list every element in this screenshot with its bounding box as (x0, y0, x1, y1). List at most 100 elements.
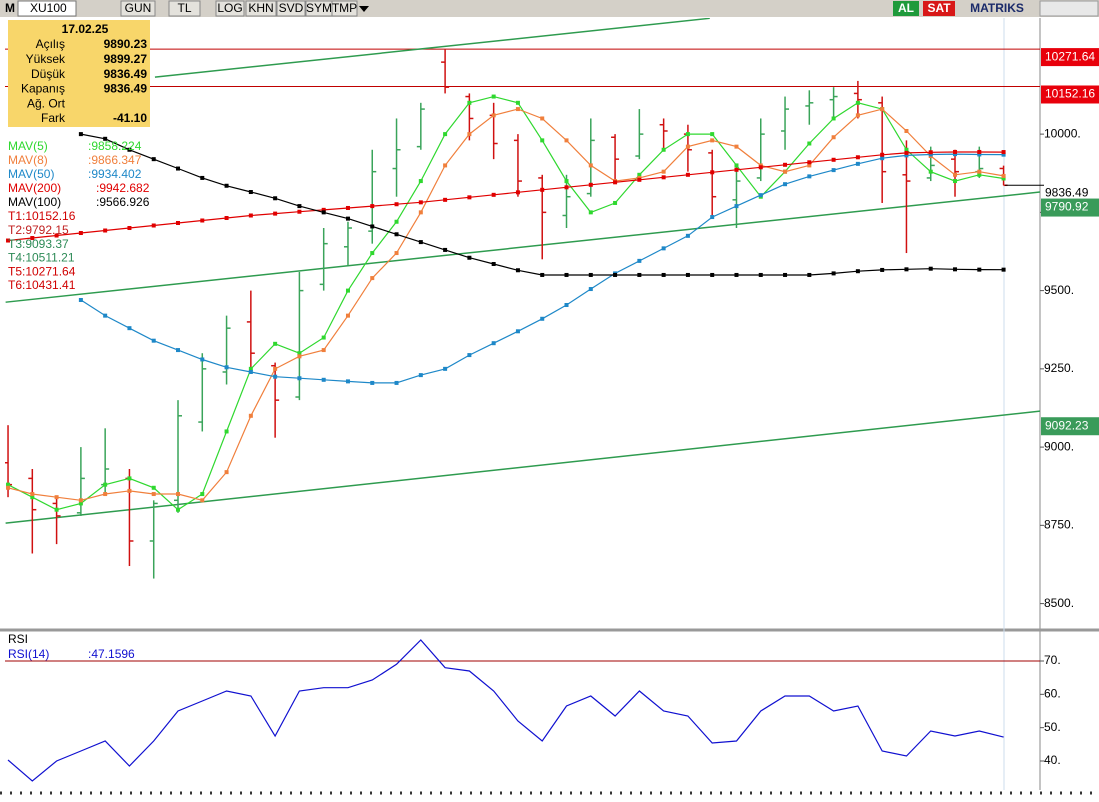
indicator-marker (370, 224, 375, 229)
indicator-marker (977, 172, 982, 177)
axis-panel (1040, 18, 1099, 790)
info-value: 9836.49 (104, 82, 148, 96)
info-label: Fark (41, 111, 66, 125)
indicator-marker (30, 492, 35, 497)
symbol-box[interactable] (17, 0, 77, 17)
indicator-marker (831, 168, 836, 173)
level-label: T1:10152.16 (8, 209, 76, 223)
buy-button[interactable] (893, 1, 919, 16)
indicator-marker (977, 152, 982, 157)
indicator-marker (564, 138, 569, 143)
indicator-marker (953, 179, 958, 184)
indicator-marker (248, 213, 253, 218)
indicator-marker (6, 238, 11, 243)
indicator-marker (540, 116, 545, 121)
indicator-marker (103, 482, 108, 487)
indicator-marker (224, 429, 229, 434)
legend-name: MAV(100) (8, 195, 61, 209)
indicator-marker (394, 232, 399, 237)
indicator-marker (321, 335, 326, 340)
indicator-marker (904, 147, 909, 152)
indicator-marker (443, 163, 448, 168)
dropdown[interactable] (359, 6, 369, 12)
indicator-marker (127, 476, 132, 481)
toolbar-button[interactable] (215, 0, 245, 17)
legend-value: :9858.224 (88, 139, 142, 153)
indicator-marker (807, 174, 812, 179)
indicator-marker (176, 507, 181, 512)
indicator-marker (1001, 173, 1006, 178)
toolbar-button[interactable] (120, 0, 156, 17)
price-tag-label: 10152.16 (1045, 87, 1095, 101)
legend-value: :47.1596 (88, 647, 135, 661)
legend-value: :9866.347 (88, 153, 142, 167)
indicator-marker (467, 195, 472, 200)
indicator-marker (443, 247, 448, 252)
indicator-marker (880, 107, 885, 112)
indicator-marker (127, 488, 132, 493)
indicator-line (7, 639, 1004, 782)
toolbar-button-label: SVD (279, 1, 304, 15)
trendline (5, 191, 1040, 303)
indicator-marker (54, 507, 59, 512)
indicator-marker (248, 366, 253, 371)
indicator-marker (127, 326, 132, 331)
indicator-marker (613, 272, 618, 277)
indicator-marker (248, 190, 253, 195)
toolbar-button[interactable] (168, 0, 201, 17)
indicator-marker (953, 149, 958, 154)
indicator-marker (200, 218, 205, 223)
indicator-marker (297, 354, 302, 359)
overlay: M XU100 GUN TL LOG KHN SVD SYM TMP AL SAT MATRIKS 10… (5, 0, 1099, 767)
sell-button[interactable] (923, 1, 955, 16)
indicator-marker (783, 162, 788, 167)
indicator-marker (613, 200, 618, 205)
indicator-marker (977, 149, 982, 154)
indicator-marker (297, 351, 302, 356)
info-label: Düşük (31, 67, 66, 81)
level-label: T4:10511.21 (8, 251, 75, 265)
y-tick-label: 70. (1044, 653, 1061, 667)
y-tick-label: 9500. (1044, 283, 1074, 297)
indicator-marker (345, 288, 350, 293)
info-label: Açılış (36, 37, 65, 51)
indicator-marker (273, 196, 278, 201)
window-buttons[interactable] (1039, 0, 1099, 17)
indicator-marker (30, 236, 35, 241)
indicator-marker (151, 338, 156, 343)
indicator-marker (345, 205, 350, 210)
indicator-marker (953, 152, 958, 157)
indicator-marker (758, 272, 763, 277)
indicator-marker (103, 136, 108, 141)
indicator-marker (685, 233, 690, 238)
indicator-marker (1001, 150, 1006, 155)
toolbar-button[interactable] (245, 0, 277, 17)
y-tick-label: 9000. (1044, 439, 1074, 453)
indicator-marker (588, 182, 593, 187)
indicator-marker (103, 228, 108, 233)
indicator-marker (443, 366, 448, 371)
indicator-line (7, 95, 1004, 511)
indicator-marker (151, 223, 156, 228)
indicator-marker (904, 267, 909, 272)
indicator-marker (394, 380, 399, 385)
indicator-marker (78, 132, 83, 137)
indicator-marker (540, 272, 545, 277)
info-value: 9890.23 (104, 37, 148, 51)
trendline (5, 410, 1040, 524)
indicator-marker (200, 492, 205, 497)
indicator-marker (831, 157, 836, 162)
indicator-marker (467, 100, 472, 105)
price-tag (1041, 48, 1099, 67)
price-tag (1041, 417, 1099, 436)
indicator-marker (200, 175, 205, 180)
indicator-marker (928, 150, 933, 155)
indicator-marker (394, 202, 399, 207)
toolbar-button-label: TMP (332, 1, 357, 15)
indicator-marker (880, 152, 885, 157)
indicator-marker (613, 180, 618, 185)
indicator-marker (491, 192, 496, 197)
toolbar-button[interactable] (276, 0, 306, 17)
toolbar-button[interactable] (331, 0, 358, 17)
indicator-marker (297, 376, 302, 381)
